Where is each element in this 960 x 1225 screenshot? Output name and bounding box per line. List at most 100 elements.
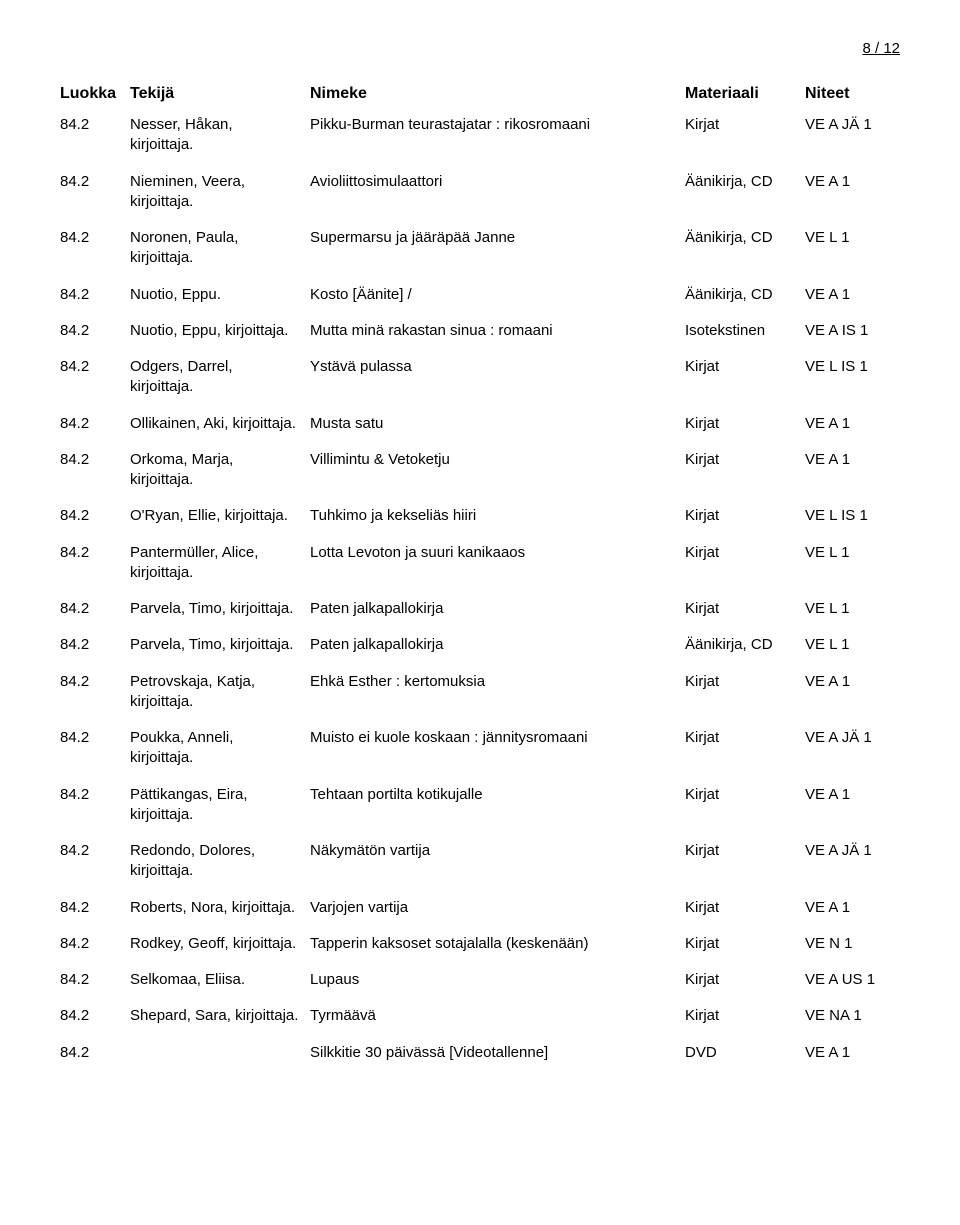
cell-nimeke: Paten jalkapallokirja [310, 635, 685, 655]
cell-luokka: 84.2 [60, 970, 130, 990]
cell-nimeke: Tehtaan portilta kotikujalle [310, 785, 685, 805]
cell-materiaali: Äänikirja, CD [685, 228, 805, 248]
cell-materiaali: Kirjat [685, 1006, 805, 1026]
cell-materiaali: Kirjat [685, 728, 805, 748]
cell-nimeke: Tyrmäävä [310, 1006, 685, 1026]
cell-luokka: 84.2 [60, 450, 130, 470]
cell-nimeke: Mutta minä rakastan sinua : romaani [310, 321, 685, 341]
cell-materiaali: Äänikirja, CD [685, 172, 805, 192]
cell-luokka: 84.2 [60, 1043, 130, 1063]
table-row: 84.2Parvela, Timo, kirjoittaja.Paten jal… [60, 631, 900, 659]
cell-niteet: VE A 1 [805, 672, 900, 692]
cell-materiaali: Äänikirja, CD [685, 635, 805, 655]
cell-materiaali: Kirjat [685, 599, 805, 619]
header-luokka: Luokka [60, 85, 130, 103]
cell-tekija: Redondo, Dolores, kirjoittaja. [130, 841, 310, 882]
cell-niteet: VE A 1 [805, 285, 900, 305]
cell-nimeke: Ystävä pulassa [310, 357, 685, 377]
table-row: 84.2Shepard, Sara, kirjoittaja.TyrmääväK… [60, 1002, 900, 1030]
cell-luokka: 84.2 [60, 172, 130, 192]
cell-luokka: 84.2 [60, 228, 130, 248]
table-row: 84.2O'Ryan, Ellie, kirjoittaja.Tuhkimo j… [60, 502, 900, 530]
cell-materiaali: Kirjat [685, 506, 805, 526]
cell-materiaali: Kirjat [685, 934, 805, 954]
cell-nimeke: Näkymätön vartija [310, 841, 685, 861]
cell-materiaali: Kirjat [685, 841, 805, 861]
table-row: 84.2Roberts, Nora, kirjoittaja.Varjojen … [60, 894, 900, 922]
cell-nimeke: Varjojen vartija [310, 898, 685, 918]
cell-tekija: Nieminen, Veera, kirjoittaja. [130, 172, 310, 213]
cell-tekija: Odgers, Darrel, kirjoittaja. [130, 357, 310, 398]
cell-luokka: 84.2 [60, 321, 130, 341]
cell-niteet: VE A 1 [805, 450, 900, 470]
cell-niteet: VE A 1 [805, 172, 900, 192]
header-nimeke: Nimeke [310, 85, 685, 103]
table-header-row: Luokka Tekijä Nimeke Materiaali Niteet [60, 81, 900, 107]
table-row: 84.2Nuotio, Eppu.Kosto [Äänite] /Äänikir… [60, 281, 900, 309]
cell-materiaali: Kirjat [685, 414, 805, 434]
cell-niteet: VE A US 1 [805, 970, 900, 990]
cell-nimeke: Villimintu & Vetoketju [310, 450, 685, 470]
cell-niteet: VE L IS 1 [805, 506, 900, 526]
cell-tekija: Parvela, Timo, kirjoittaja. [130, 635, 310, 655]
cell-tekija: Pantermüller, Alice, kirjoittaja. [130, 543, 310, 584]
cell-niteet: VE A 1 [805, 414, 900, 434]
cell-luokka: 84.2 [60, 543, 130, 563]
table-row: 84.2Ollikainen, Aki, kirjoittaja.Musta s… [60, 410, 900, 438]
table-row: 84.2Poukka, Anneli, kirjoittaja.Muisto e… [60, 724, 900, 773]
table-row: 84.2Odgers, Darrel, kirjoittaja.Ystävä p… [60, 353, 900, 402]
table-row: 84.2Silkkitie 30 päivässä [Videotallenne… [60, 1039, 900, 1067]
cell-luokka: 84.2 [60, 285, 130, 305]
table-row: 84.2Noronen, Paula, kirjoittaja.Supermar… [60, 224, 900, 273]
table-row: 84.2Nuotio, Eppu, kirjoittaja.Mutta minä… [60, 317, 900, 345]
table-row: 84.2Selkomaa, Eliisa.LupausKirjatVE A US… [60, 966, 900, 994]
cell-niteet: VE NA 1 [805, 1006, 900, 1026]
cell-luokka: 84.2 [60, 115, 130, 135]
table-row: 84.2Orkoma, Marja, kirjoittaja.Villimint… [60, 446, 900, 495]
cell-materiaali: Kirjat [685, 543, 805, 563]
cell-nimeke: Paten jalkapallokirja [310, 599, 685, 619]
cell-luokka: 84.2 [60, 1006, 130, 1026]
cell-nimeke: Tapperin kaksoset sotajalalla (keskenään… [310, 934, 685, 954]
cell-tekija: Pättikangas, Eira, kirjoittaja. [130, 785, 310, 826]
table-row: 84.2Petrovskaja, Katja, kirjoittaja.Ehkä… [60, 668, 900, 717]
cell-niteet: VE A 1 [805, 1043, 900, 1063]
cell-nimeke: Lotta Levoton ja suuri kanikaaos [310, 543, 685, 563]
cell-nimeke: Pikku-Burman teurastajatar : rikosromaan… [310, 115, 685, 135]
cell-luokka: 84.2 [60, 898, 130, 918]
document-page: 8 / 12 Luokka Tekijä Nimeke Materiaali N… [0, 0, 960, 1115]
cell-materiaali: Äänikirja, CD [685, 285, 805, 305]
cell-nimeke: Tuhkimo ja kekseliäs hiiri [310, 506, 685, 526]
cell-luokka: 84.2 [60, 357, 130, 377]
cell-tekija: Selkomaa, Eliisa. [130, 970, 310, 990]
cell-niteet: VE L IS 1 [805, 357, 900, 377]
cell-materiaali: Kirjat [685, 450, 805, 470]
cell-luokka: 84.2 [60, 635, 130, 655]
cell-niteet: VE N 1 [805, 934, 900, 954]
cell-luokka: 84.2 [60, 599, 130, 619]
header-materiaali: Materiaali [685, 85, 805, 103]
table-row: 84.2Parvela, Timo, kirjoittaja.Paten jal… [60, 595, 900, 623]
cell-nimeke: Kosto [Äänite] / [310, 285, 685, 305]
table-row: 84.2Rodkey, Geoff, kirjoittaja.Tapperin … [60, 930, 900, 958]
cell-tekija: Parvela, Timo, kirjoittaja. [130, 599, 310, 619]
header-niteet: Niteet [805, 85, 900, 103]
cell-niteet: VE A JÄ 1 [805, 728, 900, 748]
cell-tekija: Poukka, Anneli, kirjoittaja. [130, 728, 310, 769]
cell-luokka: 84.2 [60, 506, 130, 526]
cell-tekija: Shepard, Sara, kirjoittaja. [130, 1006, 310, 1026]
cell-luokka: 84.2 [60, 785, 130, 805]
cell-nimeke: Lupaus [310, 970, 685, 990]
cell-tekija: Nesser, Håkan, kirjoittaja. [130, 115, 310, 156]
cell-materiaali: Kirjat [685, 898, 805, 918]
cell-materiaali: Kirjat [685, 672, 805, 692]
page-number: 8 / 12 [60, 40, 900, 57]
cell-niteet: VE L 1 [805, 599, 900, 619]
cell-luokka: 84.2 [60, 728, 130, 748]
cell-nimeke: Ehkä Esther : kertomuksia [310, 672, 685, 692]
cell-tekija: Nuotio, Eppu, kirjoittaja. [130, 321, 310, 341]
cell-tekija: Orkoma, Marja, kirjoittaja. [130, 450, 310, 491]
table-row: 84.2Pantermüller, Alice, kirjoittaja.Lot… [60, 539, 900, 588]
cell-luokka: 84.2 [60, 672, 130, 692]
cell-niteet: VE A 1 [805, 785, 900, 805]
